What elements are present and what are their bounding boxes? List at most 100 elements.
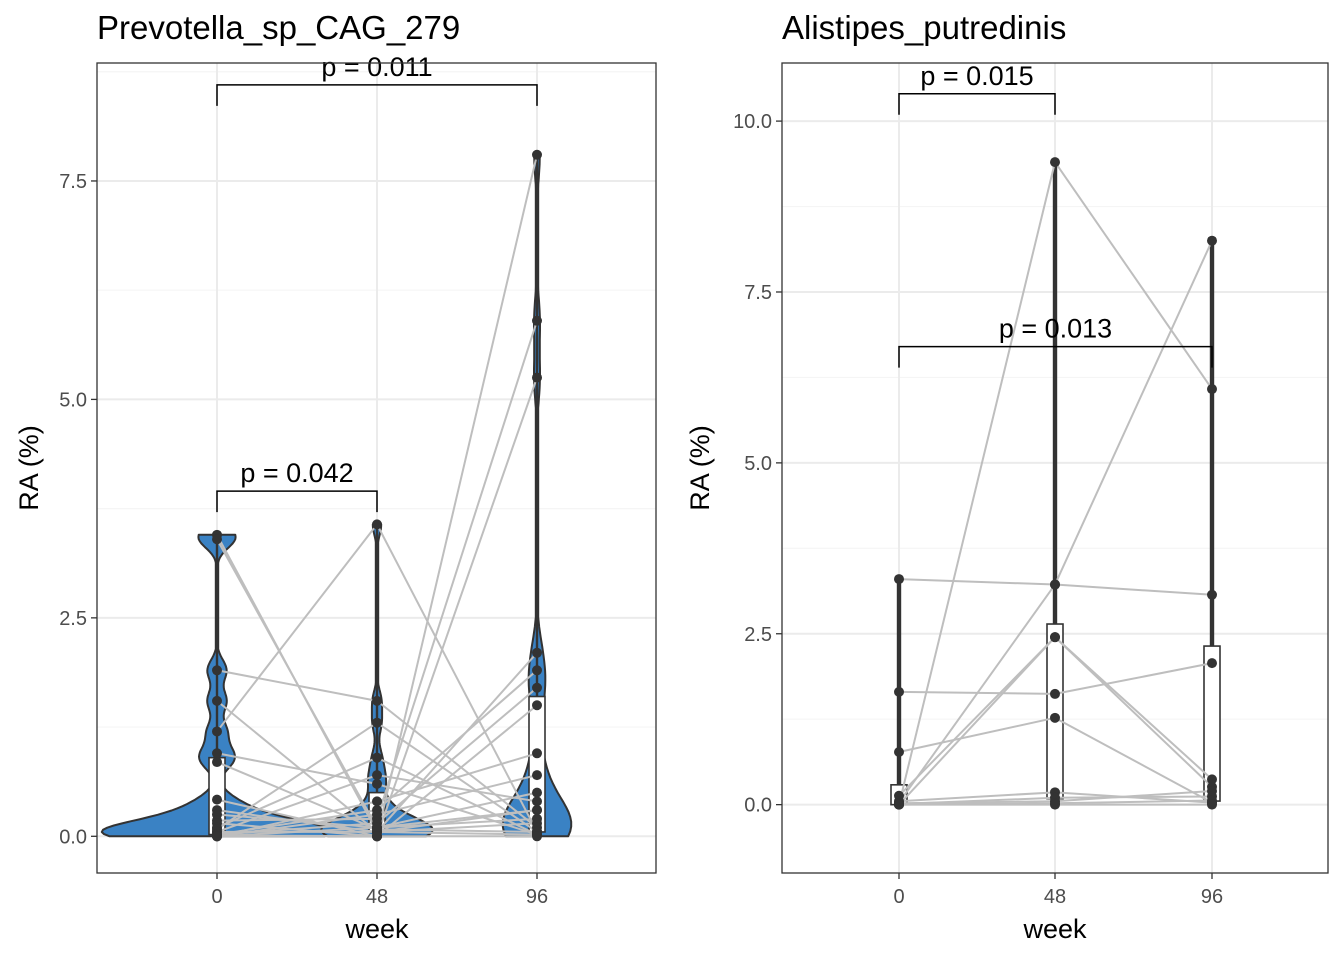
p-value-label-left: p = 0.011 (321, 52, 432, 82)
data-point-left-week-96 (532, 700, 542, 711)
pair-line-left (376, 704, 538, 838)
pair-line-left (216, 800, 378, 838)
plot-panel-right: 0.0 2.5 5.0 7.5 10.0 0 48 96 p = 0.015 p = 0.013 (733, 61, 1329, 908)
x-tick-label-right: 48 (1044, 886, 1066, 908)
data-point-left-week-96 (532, 647, 542, 658)
data-point-left-week-48 (372, 752, 382, 763)
pair-line-right (898, 716, 1056, 753)
x-tick-label-left: 0 (211, 886, 222, 908)
data-point-left-week-96 (532, 748, 542, 759)
pair-line-left (376, 756, 538, 836)
data-point-left-week-0 (212, 665, 222, 676)
data-point-right-week-48 (1050, 632, 1060, 643)
data-point-left-week-0 (212, 748, 222, 759)
data-point-left-week-48 (372, 796, 382, 807)
data-point-left-week-96 (532, 315, 542, 326)
pair-line-left (376, 669, 538, 811)
data-point-left-week-0 (212, 726, 222, 737)
pair-line-left (376, 830, 538, 836)
pair-line-right (898, 796, 1056, 805)
pair-line-left (216, 523, 378, 733)
data-point-right-week-96 (1207, 774, 1217, 785)
data-point-left-week-0 (212, 831, 222, 842)
y-tick-label-left: 5.0 (59, 389, 87, 411)
data-point-left-week-96 (532, 796, 542, 807)
panel-title-right: Alistipes_putredinis (782, 9, 1066, 46)
pair-line-right (898, 791, 1056, 803)
data-point-right-week-0 (894, 747, 904, 758)
pair-line-right (1054, 583, 1213, 596)
pair-line-left (216, 774, 378, 833)
data-point-left-week-48 (372, 695, 382, 706)
y-tick-label-right: 7.5 (744, 282, 772, 304)
data-point-right-week-0 (894, 799, 904, 810)
pair-line-left (216, 756, 378, 829)
data-point-right-week-96 (1207, 384, 1217, 395)
pair-line-left (376, 686, 538, 824)
data-point-left-week-0 (212, 757, 222, 768)
pair-line-right (898, 578, 1056, 586)
data-point-right-week-96 (1207, 799, 1217, 810)
pair-line-right (1054, 662, 1213, 695)
significance-bracket-right (898, 93, 1056, 115)
data-point-right-week-96 (1207, 589, 1217, 600)
pair-line-left (216, 669, 378, 702)
pair-line-right (1054, 636, 1213, 788)
y-axis-title-left: RA (%) (14, 425, 44, 511)
pair-line-left (376, 791, 538, 829)
data-point-right-week-96 (1207, 658, 1217, 669)
x-tick-label-left: 96 (526, 886, 548, 908)
data-point-left-week-96 (532, 372, 542, 383)
pair-line-left (376, 320, 538, 820)
y-tick-label-right: 10.0 (733, 111, 772, 133)
data-point-left-week-48 (372, 778, 382, 789)
x-tick-label-left: 48 (366, 886, 388, 908)
data-point-right-week-48 (1050, 799, 1060, 810)
x-tick-label-right: 0 (893, 886, 904, 908)
y-tick-label-right: 2.5 (744, 624, 772, 646)
pair-line-left (376, 828, 538, 833)
pair-line-left (216, 813, 378, 838)
significance-bracket-left (216, 84, 538, 106)
data-point-left-week-96 (532, 149, 542, 160)
pair-line-right (898, 636, 1056, 797)
data-point-right-week-48 (1050, 157, 1060, 168)
plot-panel-left: 0.0 2.5 5.0 7.5 0 48 96 p = 0.011 p = 0.042 (59, 52, 657, 908)
data-point-left-week-96 (532, 813, 542, 824)
y-tick-label-right: 0.0 (744, 795, 772, 817)
data-point-right-week-0 (894, 686, 904, 697)
data-point-left-week-0 (212, 695, 222, 706)
pair-line-left (376, 652, 538, 833)
panel-title-left: Prevotella_sp_CAG_279 (97, 9, 460, 46)
pair-line-left (376, 774, 538, 816)
pair-line-right (1054, 795, 1213, 799)
data-point-right-week-0 (894, 574, 904, 585)
pair-line-right (1054, 799, 1213, 805)
y-axis-title-right: RA (%) (685, 425, 715, 511)
pair-line-left (376, 817, 538, 829)
data-point-left-week-48 (372, 822, 382, 833)
pair-line-right (898, 636, 1056, 806)
pair-line-left (216, 700, 378, 833)
pair-line-left (216, 826, 378, 838)
data-point-left-week-0 (212, 794, 222, 805)
pair-line-left (376, 154, 538, 837)
data-point-left-week-0 (212, 534, 222, 545)
p-value-label-right: p = 0.015 (920, 61, 1033, 91)
box-right-week-48 (1046, 623, 1064, 800)
data-point-right-week-48 (1050, 688, 1060, 699)
significance-bracket-right (898, 345, 1213, 368)
data-point-left-week-48 (372, 717, 382, 728)
data-point-left-week-48 (372, 770, 382, 781)
x-tick-label-right: 96 (1201, 886, 1223, 908)
x-axis-title-left: week (344, 914, 409, 944)
pair-line-left (376, 377, 538, 837)
data-point-left-week-96 (532, 787, 542, 798)
pair-line-left (216, 721, 378, 831)
pair-line-left (376, 752, 538, 803)
y-tick-label-left: 7.5 (59, 171, 87, 193)
x-axis-title-right: week (1022, 914, 1087, 944)
data-point-right-week-96 (1207, 235, 1217, 246)
pair-line-right (1054, 716, 1213, 804)
